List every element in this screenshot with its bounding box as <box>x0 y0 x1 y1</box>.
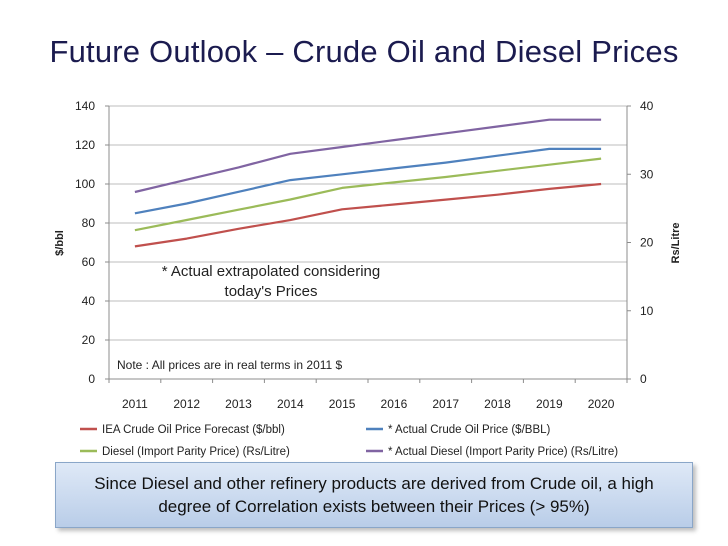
price-note: Note : All prices are in real terms in 2… <box>117 358 343 372</box>
annotation-line2: today's Prices <box>225 283 318 300</box>
x-tick-label: 2018 <box>484 397 511 411</box>
x-tick-label: 2013 <box>225 397 252 411</box>
summary-text: Since Diesel and other refinery products… <box>94 474 654 516</box>
x-tick-label: 2020 <box>588 397 615 411</box>
y-tick-label: 40 <box>82 294 96 308</box>
series-line-1 <box>134 182 602 248</box>
y-tick-label: 100 <box>75 177 95 191</box>
y2-tick-label: 40 <box>640 99 654 113</box>
x-tick-label: 2017 <box>432 397 459 411</box>
x-tick-label: 2011 <box>122 397 148 411</box>
y-tick-label: 140 <box>75 99 95 113</box>
y2-axis-title: Rs/Litre <box>670 223 682 264</box>
y2-tick-label: 20 <box>640 236 654 250</box>
x-tick-label: 2012 <box>173 397 200 411</box>
annotation-line1: * Actual extrapolated considering <box>162 263 380 280</box>
x-tick-label: 2015 <box>329 397 356 411</box>
series-line-3 <box>134 157 602 232</box>
legend-label-1: IEA Crude Oil Price Forecast ($/bbl) <box>102 424 285 436</box>
y-axis-title: $/bbl <box>54 230 66 256</box>
x-tick-label: 2014 <box>277 397 304 411</box>
y-tick-label: 120 <box>75 138 95 152</box>
y2-tick-label: 10 <box>640 304 654 318</box>
x-tick-label: 2019 <box>536 397 563 411</box>
x-tick-label: 2016 <box>381 397 408 411</box>
summary-callout: Since Diesel and other refinery products… <box>55 462 693 528</box>
y2-tick-label: 30 <box>640 167 654 181</box>
series-line-4 <box>134 118 602 194</box>
y-tick-label: 60 <box>82 255 96 269</box>
y-tick-label: 20 <box>82 333 96 347</box>
legend-label-2: * Actual Crude Oil Price ($/BBL) <box>388 424 551 436</box>
y-tick-label: 80 <box>82 216 96 230</box>
legend-label-3: Diesel (Import Parity Price) (Rs/Litre) <box>102 446 290 458</box>
y2-tick-label: 0 <box>640 372 647 386</box>
page-title: Future Outlook – Crude Oil and Diesel Pr… <box>49 34 679 69</box>
series-line-2 <box>134 147 602 215</box>
y-tick-label: 0 <box>88 372 95 386</box>
legend-label-4: * Actual Diesel (Import Parity Price) (R… <box>388 446 618 458</box>
